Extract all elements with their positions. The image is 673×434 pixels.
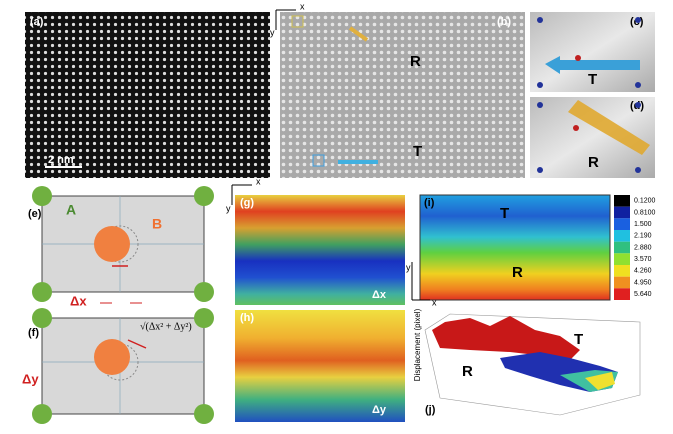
box bbox=[291, 15, 304, 28]
axis-label: y bbox=[406, 262, 411, 272]
contour-map bbox=[419, 194, 611, 301]
arrow bbox=[348, 26, 369, 42]
map-dx bbox=[235, 195, 405, 305]
quantity: Δx bbox=[372, 289, 387, 301]
colorbar-label: 0.1200 bbox=[634, 198, 656, 205]
axis-label: x bbox=[300, 1, 305, 11]
site-label: B bbox=[152, 216, 162, 232]
colorbar-label: 4.950 bbox=[634, 279, 652, 286]
atoms bbox=[32, 308, 214, 424]
panel-label: (e) bbox=[28, 208, 42, 220]
quantity: Δy bbox=[372, 404, 387, 416]
atom bbox=[575, 55, 581, 61]
box bbox=[312, 154, 325, 167]
panel-label: (a) bbox=[30, 16, 44, 28]
colorbar-label: 5.640 bbox=[634, 291, 652, 298]
colorbar-label: 2.190 bbox=[634, 233, 652, 240]
magnitude: √(Δx² + Δy²) bbox=[140, 321, 192, 332]
panel-b bbox=[280, 12, 525, 178]
site-b bbox=[94, 226, 130, 262]
panel-label: (g) bbox=[240, 197, 254, 209]
colorbar-swatch bbox=[614, 265, 630, 277]
colorbar-swatch bbox=[614, 218, 630, 230]
panel-label: (i) bbox=[424, 197, 435, 209]
colorbar-label: 0.8100 bbox=[634, 209, 656, 216]
colorbar-swatch bbox=[614, 206, 630, 219]
colorbar-label: 2.880 bbox=[634, 244, 652, 251]
panel-label: (f) bbox=[28, 327, 39, 339]
atoms bbox=[537, 17, 641, 88]
axis-title: Displacement (pixel) bbox=[413, 308, 422, 381]
shift-label: Δy bbox=[22, 371, 39, 386]
arrow bbox=[568, 100, 650, 155]
phase-label: T bbox=[588, 71, 597, 88]
panel-a bbox=[25, 12, 270, 178]
panel-label: (b) bbox=[497, 16, 511, 28]
surface-plot bbox=[424, 313, 641, 416]
axis-label: x bbox=[432, 297, 437, 307]
scale-text: 2 nm bbox=[48, 154, 74, 166]
colorbar-swatch bbox=[614, 288, 630, 300]
region-label: R bbox=[512, 264, 523, 281]
region-label: R bbox=[410, 53, 421, 70]
colorbar-swatch bbox=[614, 253, 630, 265]
axis-label: x bbox=[256, 176, 261, 186]
arrow bbox=[127, 339, 147, 349]
colorbar-label: 3.570 bbox=[634, 256, 652, 263]
site-label: A bbox=[66, 202, 76, 218]
shift-label: Δx bbox=[70, 293, 87, 308]
site-b bbox=[94, 339, 130, 375]
phase-label: R bbox=[588, 154, 599, 171]
colorbar: 0.1200 0.8100 1.500 2.190 2.880 3.570 4.260 4.9… bbox=[614, 195, 656, 300]
region-label: R bbox=[462, 363, 473, 380]
region-label: T bbox=[574, 331, 583, 348]
panel-label: (j) bbox=[425, 404, 436, 416]
region-label: T bbox=[500, 205, 509, 222]
colorbar-swatch bbox=[614, 241, 630, 254]
atoms bbox=[537, 102, 641, 173]
colorbar-label: 4.260 bbox=[634, 268, 652, 275]
panel-label: (h) bbox=[240, 312, 254, 324]
colorbar-swatch bbox=[614, 195, 630, 207]
axis-label: y bbox=[226, 203, 231, 213]
map-dy bbox=[235, 310, 405, 422]
axis-label: y bbox=[270, 27, 275, 37]
region-label: T bbox=[413, 143, 422, 160]
colorbar-label: 1.500 bbox=[634, 221, 652, 228]
colorbar-swatch bbox=[614, 276, 630, 289]
colorbar-swatch bbox=[614, 230, 630, 242]
arrow bbox=[545, 56, 640, 74]
atoms bbox=[32, 186, 214, 302]
atom bbox=[573, 125, 579, 131]
panel-c bbox=[530, 12, 655, 92]
